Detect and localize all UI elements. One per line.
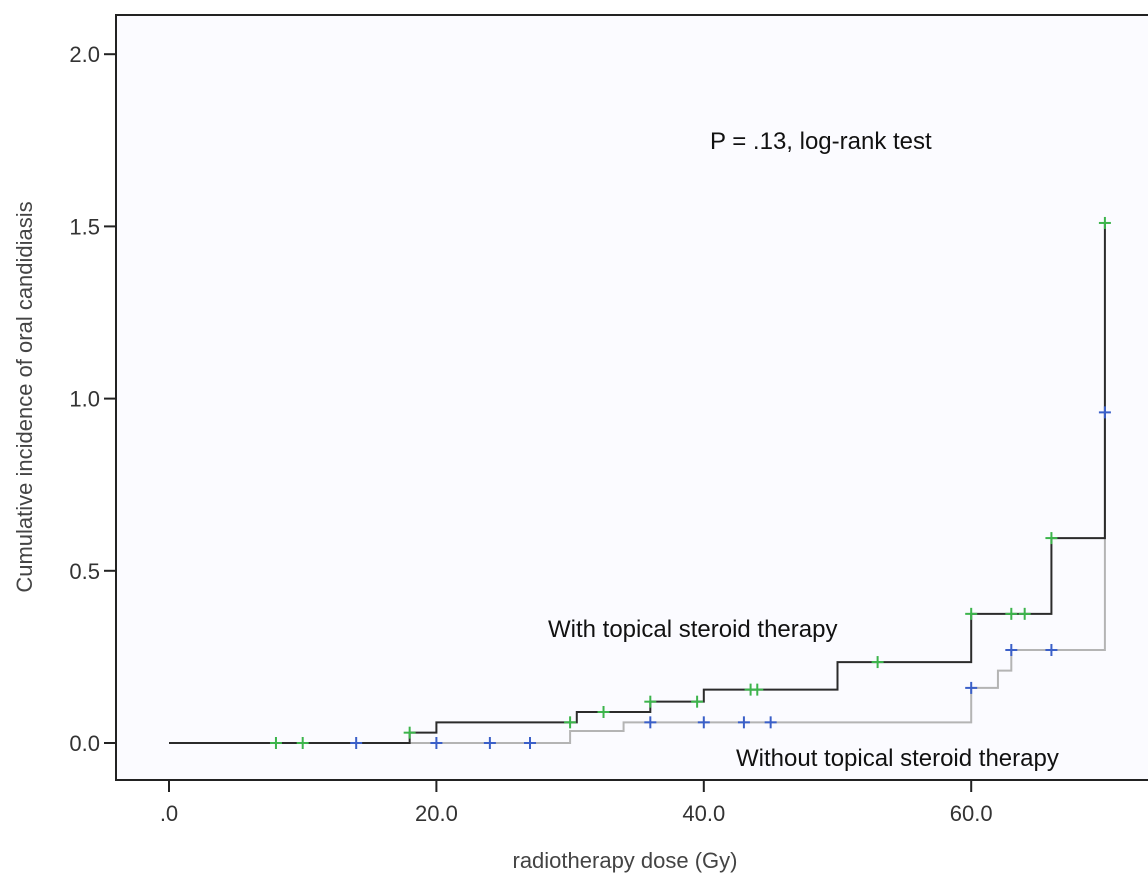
censor-mark-with-steroid (564, 716, 577, 729)
censor-mark-with-steroid (403, 726, 416, 739)
censor-mark-with-steroid (644, 695, 657, 708)
series-label-without-steroid: Without topical steroid therapy (736, 745, 1059, 772)
y-tick-label: 1.0 (69, 387, 100, 412)
censor-mark-with-steroid (1018, 607, 1031, 620)
x-tick-label: .0 (160, 801, 178, 826)
censor-mark-without-steroid (1045, 644, 1058, 657)
censor-mark-without-steroid (697, 716, 710, 729)
y-axis-label: Cumulative incidence of oral candidiasis (12, 201, 37, 592)
x-tick-label: 60.0 (950, 801, 993, 826)
censor-marks (269, 216, 1111, 749)
x-axis-ticks: .0 20.0 40.0 60.0 (160, 780, 993, 826)
censor-mark-without-steroid (737, 716, 750, 729)
censor-mark-with-steroid (597, 706, 610, 719)
censor-mark-with-steroid (965, 607, 978, 620)
censor-mark-without-steroid (1098, 406, 1111, 419)
x-tick-label: 40.0 (682, 801, 725, 826)
censor-mark-without-steroid (523, 737, 536, 749)
censor-mark-without-steroid (764, 716, 777, 729)
p-value-annotation: P = .13, log-rank test (710, 128, 932, 155)
censor-mark-without-steroid (644, 716, 657, 729)
y-tick-label: 0.0 (69, 731, 100, 756)
x-tick-label: 20.0 (415, 801, 458, 826)
y-tick-label: 1.5 (69, 214, 100, 239)
y-axis-ticks: 0.0 0.5 1.0 1.5 2.0 (69, 42, 116, 756)
censor-mark-with-steroid (751, 683, 764, 696)
step-line-with-steroid (169, 222, 1106, 744)
censor-mark-with-steroid (1098, 216, 1111, 229)
censor-mark-with-steroid (871, 656, 884, 669)
censor-mark-with-steroid (296, 737, 309, 749)
censor-mark-with-steroid (269, 737, 282, 749)
censor-mark-without-steroid (483, 737, 496, 749)
censor-mark-without-steroid (350, 737, 363, 749)
y-tick-label: 0.5 (69, 559, 100, 584)
censor-mark-with-steroid (1045, 532, 1058, 545)
censor-mark-without-steroid (430, 737, 443, 749)
x-axis-label: radiotherapy dose (Gy) (513, 848, 738, 873)
censor-mark-with-steroid (1005, 607, 1018, 620)
censor-mark-without-steroid (1005, 644, 1018, 657)
plot-frame (115, 14, 1148, 781)
y-tick-label: 2.0 (69, 42, 100, 67)
series-label-with-steroid: With topical steroid therapy (548, 616, 837, 643)
censor-mark-with-steroid (691, 695, 704, 708)
censor-mark-without-steroid (965, 681, 978, 694)
